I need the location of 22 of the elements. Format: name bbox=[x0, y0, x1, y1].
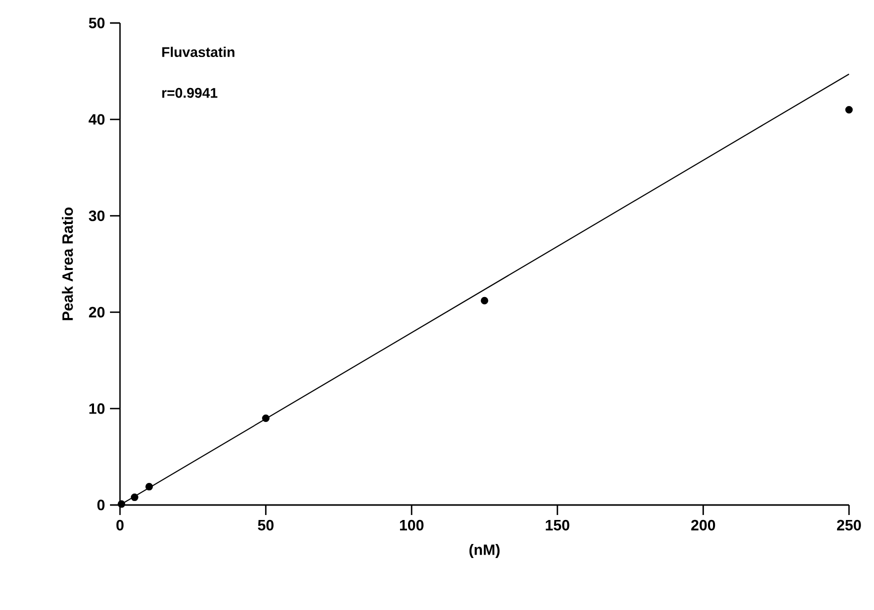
point bbox=[262, 414, 270, 422]
point bbox=[845, 106, 853, 114]
x-axis-title: (nM) bbox=[469, 544, 500, 558]
point bbox=[130, 494, 138, 502]
point bbox=[118, 500, 126, 508]
point bbox=[145, 482, 153, 490]
annotation: r=0.9941 bbox=[162, 88, 218, 98]
y-tick-label: 40 bbox=[88, 114, 105, 125]
y-axis-title: Peak Area Ratio bbox=[62, 208, 73, 320]
y-tick-label: 50 bbox=[88, 18, 105, 28]
point bbox=[480, 296, 488, 304]
x-tick-label: 250 bbox=[837, 520, 861, 530]
x-tick-label: 50 bbox=[258, 520, 274, 530]
x-tick-label: 200 bbox=[691, 520, 716, 530]
x-tick-label: 0 bbox=[116, 520, 124, 530]
x-tick-label: 150 bbox=[546, 520, 570, 530]
y-tick-label: 20 bbox=[88, 306, 105, 318]
x-tick-label: 100 bbox=[400, 520, 424, 530]
y-tick-label: 30 bbox=[88, 210, 105, 222]
y-tick-label: 10 bbox=[89, 403, 105, 414]
y-tick-label: 0 bbox=[97, 500, 105, 510]
annotation: Fluvastatin bbox=[162, 46, 234, 58]
